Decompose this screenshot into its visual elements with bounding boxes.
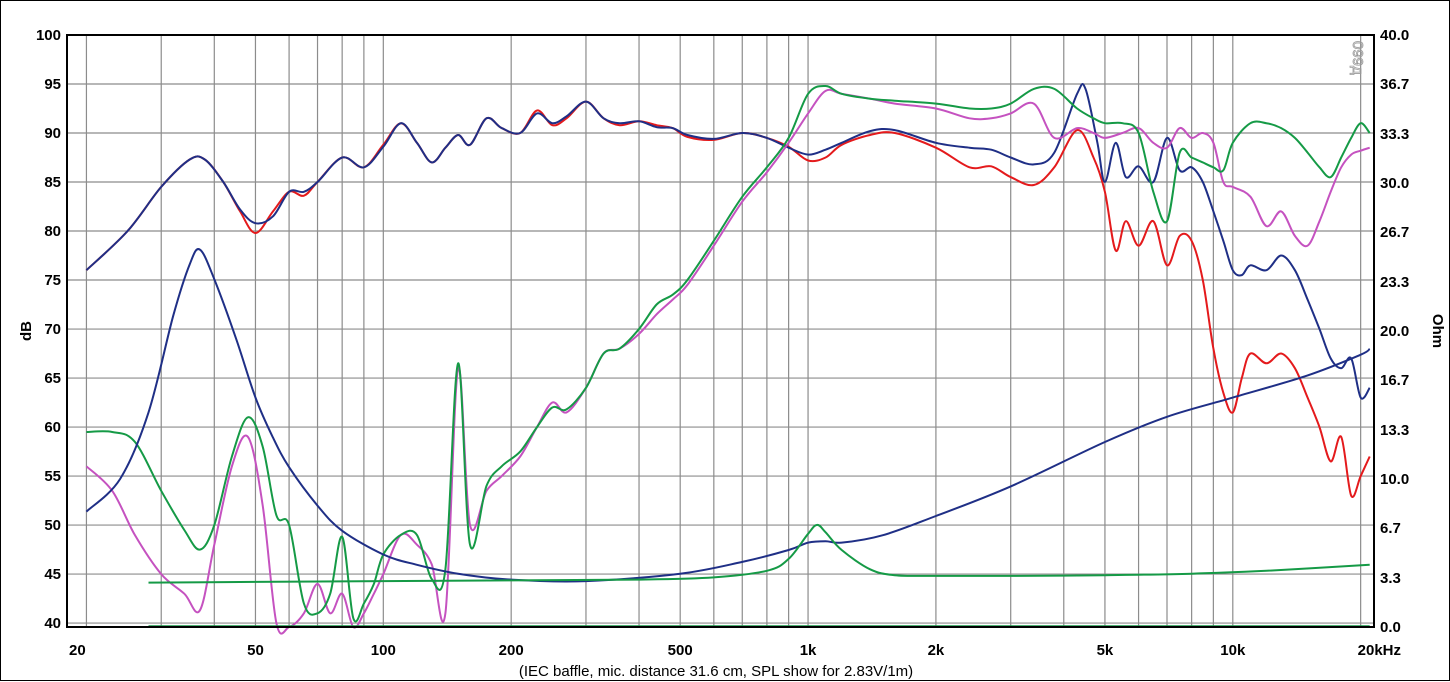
x-tick-label: 50 bbox=[247, 642, 264, 659]
y2-tick-label: 10.0 bbox=[1380, 471, 1409, 488]
y-tick-label: 95 bbox=[44, 76, 61, 93]
x-tick-label: 10k bbox=[1220, 642, 1246, 659]
y-tick-label: 60 bbox=[44, 419, 61, 436]
y-tick-label: 85 bbox=[44, 174, 61, 191]
y2-tick-label: 16.7 bbox=[1380, 372, 1409, 389]
chart-caption: (IEC baffle, mic. distance 31.6 cm, SPL … bbox=[519, 663, 913, 680]
y2-tick-label: 33.3 bbox=[1380, 126, 1409, 143]
watermark-text: 099д bbox=[1349, 41, 1366, 75]
x-tick-label: 500 bbox=[668, 642, 693, 659]
y-tick-label: 65 bbox=[44, 370, 61, 387]
x-tick-label: 20 bbox=[69, 642, 86, 659]
y-tick-label: 45 bbox=[44, 566, 61, 583]
y-tick-label: 80 bbox=[44, 223, 61, 240]
plot-border bbox=[66, 34, 1375, 628]
y2-axis-title: Ohm bbox=[1429, 314, 1446, 348]
y-tick-label: 55 bbox=[44, 468, 61, 485]
x-tick-label: 1k bbox=[800, 642, 817, 659]
x-tick-label: 5k bbox=[1097, 642, 1114, 659]
y-tick-label: 50 bbox=[44, 517, 61, 534]
x-tick-label: 2k bbox=[928, 642, 945, 659]
series-line-6 bbox=[148, 523, 1370, 584]
x-tick-label: 200 bbox=[499, 642, 524, 659]
y-tick-label: 70 bbox=[44, 321, 61, 338]
y2-tick-label: 36.7 bbox=[1380, 76, 1409, 93]
y2-tick-label: 0.0 bbox=[1380, 619, 1401, 636]
y-tick-label: 75 bbox=[44, 272, 61, 289]
y-axis-title: dB bbox=[18, 321, 35, 341]
y2-tick-label: 40.0 bbox=[1380, 27, 1409, 44]
series-line-4 bbox=[86, 84, 1371, 623]
y2-tick-label: 13.3 bbox=[1380, 422, 1409, 439]
y2-tick-label: 30.0 bbox=[1380, 175, 1409, 192]
series-line-3 bbox=[85, 88, 1371, 635]
series-line-2 bbox=[85, 83, 1371, 400]
y-tick-label: 90 bbox=[44, 125, 61, 142]
y2-tick-label: 20.0 bbox=[1380, 323, 1409, 340]
plot-area bbox=[67, 35, 1374, 627]
tick-labels: 20 50 100 200 500 1k 2k 5k 10k 20kHz 100 95 90 85 80 75… bbox=[36, 27, 1409, 659]
y2-tick-label: 3.3 bbox=[1380, 570, 1401, 587]
y-tick-label: 100 bbox=[36, 27, 61, 44]
x-tick-label: 20kHz bbox=[1358, 642, 1401, 659]
y2-tick-label: 6.7 bbox=[1380, 520, 1401, 537]
y-tick-label: 40 bbox=[44, 615, 61, 632]
y2-tick-label: 23.3 bbox=[1380, 274, 1409, 291]
x-tick-label: 100 bbox=[371, 642, 396, 659]
y2-tick-label: 26.7 bbox=[1380, 224, 1409, 241]
